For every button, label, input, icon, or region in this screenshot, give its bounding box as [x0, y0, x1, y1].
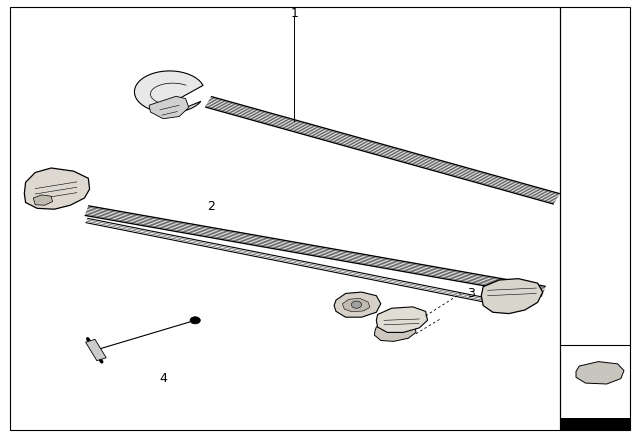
Text: 2: 2 — [207, 199, 215, 213]
Text: 4: 4 — [159, 372, 167, 385]
Bar — [560, 418, 630, 430]
Text: 3: 3 — [467, 287, 475, 300]
Polygon shape — [33, 195, 52, 205]
Polygon shape — [374, 321, 416, 341]
Circle shape — [190, 317, 200, 324]
Polygon shape — [134, 71, 203, 113]
Bar — [10, 7, 560, 430]
Text: 00132321: 00132321 — [578, 422, 612, 428]
Bar — [560, 7, 630, 430]
Polygon shape — [86, 339, 106, 361]
Polygon shape — [376, 307, 428, 332]
Polygon shape — [334, 292, 381, 317]
Polygon shape — [576, 362, 624, 384]
Text: 1: 1 — [291, 7, 298, 20]
Circle shape — [351, 301, 362, 308]
Polygon shape — [342, 298, 370, 312]
Polygon shape — [24, 168, 90, 209]
Polygon shape — [481, 279, 543, 314]
Polygon shape — [149, 96, 189, 119]
